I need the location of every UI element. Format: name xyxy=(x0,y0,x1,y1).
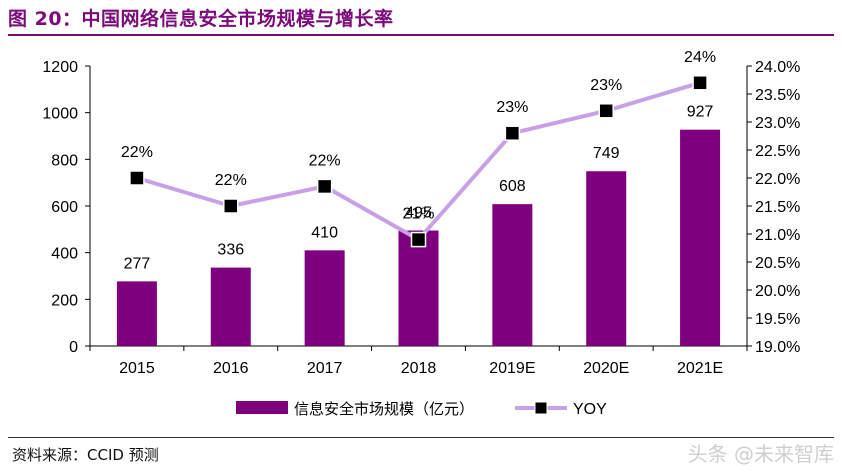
bar-value-label: 336 xyxy=(217,242,244,259)
bar xyxy=(586,171,627,346)
left-tick-label: 200 xyxy=(51,292,78,309)
right-tick-label: 24.0% xyxy=(755,59,800,76)
right-tick-label: 23.5% xyxy=(755,87,800,104)
x-tick-label: 2019E xyxy=(489,360,535,377)
right-tick-label: 21.5% xyxy=(755,199,800,216)
yoy-marker xyxy=(316,178,333,195)
bar-value-label: 410 xyxy=(311,224,338,241)
chart-axes: 0 200 400 600 800 1000 1200 19.0% 19.5% 20.0% 20.5… xyxy=(42,59,800,377)
x-tick-label: 2016 xyxy=(213,360,249,377)
title-divider xyxy=(8,34,834,36)
bar xyxy=(304,250,345,346)
right-tick-label: 22.5% xyxy=(755,143,800,160)
left-tick-label: 0 xyxy=(69,339,78,356)
yoy-line-group: 22% 22% 22% 21% 23% 23% 24% xyxy=(121,49,716,248)
bar-value-label: 927 xyxy=(687,104,714,121)
bar-value-label: 495 xyxy=(405,205,432,222)
right-tick-label: 20.0% xyxy=(755,283,800,300)
right-tick-label: 19.5% xyxy=(755,311,800,328)
yoy-value-label: 24% xyxy=(684,49,716,66)
legend-line-marker xyxy=(534,401,548,415)
yoy-value-label: 23% xyxy=(496,99,528,116)
x-tick-label: 2020E xyxy=(583,360,629,377)
chart: 0 200 400 600 800 1000 1200 19.0% 19.5% 20.0% 20.5… xyxy=(42,49,800,418)
yoy-value-label: 22% xyxy=(309,152,341,169)
yoy-value-label: 22% xyxy=(215,172,247,189)
x-tick-label: 2021E xyxy=(677,360,723,377)
left-tick-label: 600 xyxy=(51,199,78,216)
x-tick-label: 2015 xyxy=(119,360,155,377)
yoy-marker xyxy=(129,170,145,186)
legend-bar-swatch xyxy=(236,401,288,414)
yoy-value-label: 21% xyxy=(402,206,434,223)
source-note: 资料来源：CCID 预测 xyxy=(12,446,159,464)
bar xyxy=(210,267,251,346)
bar-value-label: 749 xyxy=(593,145,620,162)
left-tick-label: 1200 xyxy=(42,59,78,76)
yoy-marker xyxy=(410,231,427,248)
yoy-value-label: 23% xyxy=(590,77,622,94)
bar-value-label: 277 xyxy=(124,255,151,272)
left-tick-label: 1000 xyxy=(42,106,78,123)
right-tick-label: 23.0% xyxy=(755,115,800,132)
bar xyxy=(680,129,721,346)
x-tick-label: 2017 xyxy=(307,360,343,377)
legend-line-label: YOY xyxy=(573,401,607,418)
bar xyxy=(492,204,533,346)
yoy-marker xyxy=(692,75,708,91)
bar xyxy=(398,230,439,346)
right-tick-label: 21.0% xyxy=(755,227,800,244)
x-tick-label: 2018 xyxy=(401,360,437,377)
yoy-marker xyxy=(504,125,521,141)
bars: 277 336 410 495 608 749 927 xyxy=(116,104,721,346)
left-tick-label: 800 xyxy=(51,152,78,169)
yoy-marker xyxy=(598,103,614,119)
left-tick-label: 400 xyxy=(51,246,78,263)
right-tick-label: 20.5% xyxy=(755,255,800,272)
yoy-value-label: 22% xyxy=(121,144,153,161)
bar-value-label: 608 xyxy=(499,178,526,195)
legend-bar-label: 信息安全市场规模（亿元） xyxy=(294,400,474,418)
right-tick-label: 19.0% xyxy=(755,339,800,356)
footer-divider xyxy=(8,437,834,438)
watermark: 头条 @未来智库 xyxy=(687,442,834,466)
page-title: 图 20：中国网络信息安全市场规模与增长率 xyxy=(8,8,394,30)
yoy-marker xyxy=(223,198,239,214)
bar xyxy=(116,281,157,346)
right-tick-label: 22.0% xyxy=(755,171,800,188)
legend: 信息安全市场规模（亿元） YOY xyxy=(236,400,607,418)
